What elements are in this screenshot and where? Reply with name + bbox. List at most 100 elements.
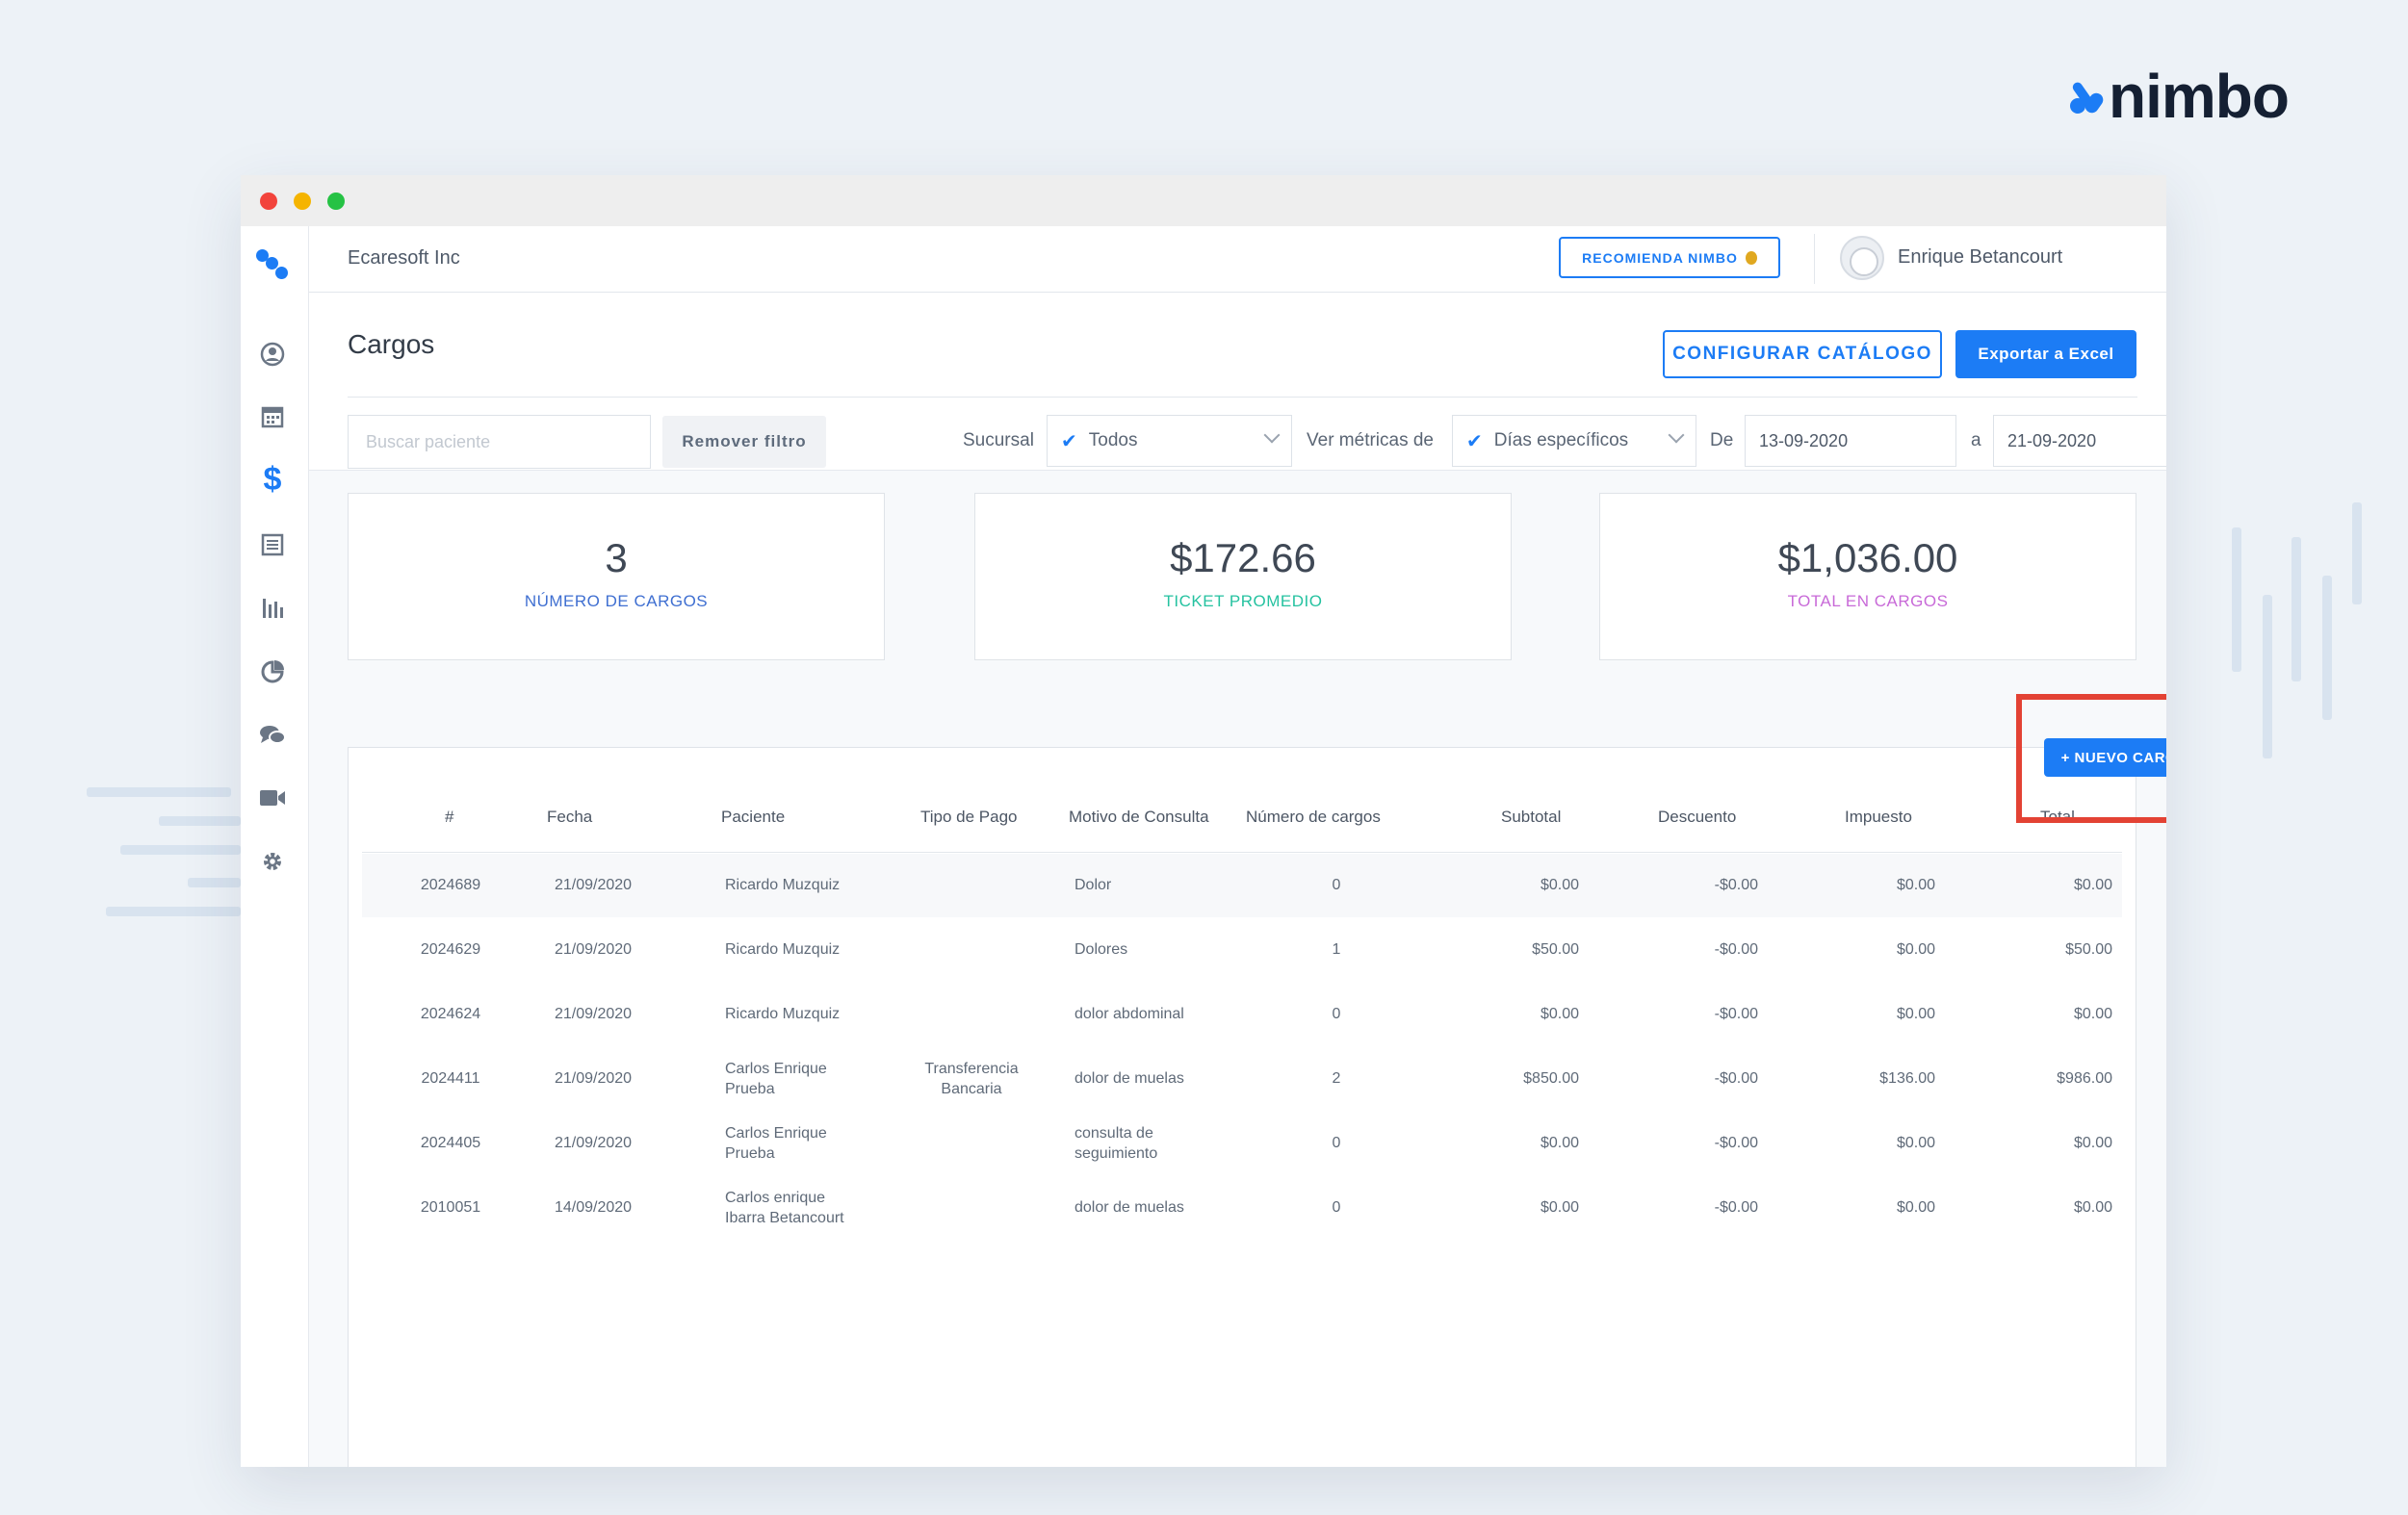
cell-descuento: -$0.00: [1714, 877, 1758, 893]
column-header[interactable]: Motivo de Consulta: [1069, 808, 1209, 826]
branch-select[interactable]: ✔ Todos: [1047, 415, 1292, 467]
branch-label: Sucursal: [963, 430, 1034, 450]
decor-line: [2352, 502, 2362, 604]
cell-id: 2024405: [420, 1135, 481, 1151]
cell-id: 2024411: [421, 1070, 480, 1087]
cell-numero: 2: [1332, 1070, 1341, 1087]
pie-chart-icon[interactable]: [256, 655, 289, 687]
cell-numero: 0: [1332, 1199, 1341, 1216]
stat-value: $172.66: [1170, 535, 1316, 580]
cell-id: 2024689: [420, 877, 481, 893]
cell-paciente: Carlos Enrique Prueba: [725, 1125, 827, 1162]
chevron-down-icon: [1668, 426, 1685, 444]
table-row[interactable]: 2010051 14/09/2020 Carlos enrique Ibarra B…: [362, 1176, 2122, 1240]
avatar[interactable]: [1840, 236, 1884, 280]
cell-fecha: 14/09/2020: [554, 1199, 633, 1216]
cell-subtotal: $0.00: [1540, 877, 1579, 893]
cell-paciente: Ricardo Muzquiz: [725, 877, 841, 893]
table-row[interactable]: 2024411 21/09/2020 Carlos Enrique Prueba Tr…: [362, 1047, 2122, 1111]
cell-fecha: 21/09/2020: [554, 941, 633, 958]
page-header: Cargos CONFIGURAR CATÁLOGO Exportar a Ex…: [309, 293, 2166, 471]
recommend-nimbo-button[interactable]: RECOMIENDA NIMBO: [1559, 237, 1780, 278]
column-header[interactable]: Tipo de Pago: [920, 808, 1018, 826]
cell-impuesto: $0.00: [1896, 877, 1935, 893]
cell-fecha: 21/09/2020: [554, 1070, 633, 1087]
cell-paciente: Ricardo Muzquiz: [725, 1006, 841, 1022]
brand-name: nimbo: [2109, 62, 2290, 131]
column-header[interactable]: Impuesto: [1845, 808, 1912, 826]
cell-numero: 0: [1332, 1135, 1341, 1151]
sidebar: $: [241, 226, 309, 1467]
column-header[interactable]: Descuento: [1658, 808, 1737, 826]
cell-total: $0.00: [2073, 1135, 2112, 1151]
column-header[interactable]: Paciente: [721, 808, 786, 826]
list-icon[interactable]: [256, 528, 289, 561]
app-window: $ Ecaresoft Inc RECOMIENDA NIMBO: [241, 175, 2166, 1467]
chat-icon[interactable]: [256, 719, 289, 752]
cell-impuesto: $0.00: [1896, 1135, 1935, 1151]
cell-motivo: consulta de seguimiento: [1075, 1125, 1158, 1162]
remove-filter-button[interactable]: Remover filtro: [662, 416, 826, 468]
cell-descuento: -$0.00: [1714, 1135, 1758, 1151]
cell-numero: 0: [1332, 1006, 1341, 1022]
search-patient-input[interactable]: [348, 415, 651, 469]
column-header[interactable]: #: [445, 808, 454, 826]
stat-card-charges-count: 3 NÚMERO DE CARGOS: [348, 493, 885, 660]
column-header[interactable]: Fecha: [547, 808, 593, 826]
cell-motivo: dolor abdominal: [1075, 1006, 1184, 1022]
medal-icon: [1745, 250, 1757, 265]
cell-fecha: 21/09/2020: [554, 877, 633, 893]
window-titlebar: [241, 175, 2166, 226]
calendar-icon[interactable]: [256, 400, 289, 433]
gear-icon[interactable]: [256, 845, 289, 878]
cell-subtotal: $0.00: [1540, 1006, 1579, 1022]
export-excel-button[interactable]: Exportar a Excel: [1955, 330, 2136, 378]
table-row[interactable]: 2024405 21/09/2020 Carlos Enrique Prueba co…: [362, 1112, 2122, 1175]
table-row[interactable]: 2024624 21/09/2020 Ricardo Muzquiz dolor ab…: [362, 983, 2122, 1046]
decor-line: [188, 878, 241, 887]
new-charge-button[interactable]: + NUEVO CARGO: [2044, 738, 2166, 777]
cell-impuesto: $0.00: [1896, 941, 1935, 958]
divider: [348, 397, 2137, 398]
cell-fecha: 21/09/2020: [554, 1135, 633, 1151]
close-window-button[interactable]: [260, 192, 277, 210]
column-header[interactable]: Subtotal: [1501, 808, 1562, 826]
charges-table: # Fecha Paciente Tipo de Pago Motivo de …: [348, 747, 2136, 1467]
cell-impuesto: $136.00: [1879, 1070, 1935, 1087]
recommend-label: RECOMIENDA NIMBO: [1582, 249, 1738, 266]
maximize-window-button[interactable]: [327, 192, 345, 210]
metrics-select[interactable]: ✔ Días específicos: [1452, 415, 1696, 467]
bar-chart-icon[interactable]: [256, 591, 289, 624]
minimize-window-button[interactable]: [294, 192, 311, 210]
cell-motivo: dolor de muelas: [1075, 1070, 1184, 1087]
user-name[interactable]: Enrique Betancourt: [1898, 246, 2063, 268]
table-row[interactable]: 2024629 21/09/2020 Ricardo Muzquiz Dolores 1…: [362, 918, 2122, 982]
configure-catalog-button[interactable]: CONFIGURAR CATÁLOGO: [1663, 330, 1942, 378]
cell-tipo: Transferencia Bancaria: [924, 1061, 1019, 1097]
cell-descuento: -$0.00: [1714, 1199, 1758, 1216]
table-row[interactable]: 2024689 21/09/2020 Ricardo Muzquiz Dolor 0 $0…: [362, 854, 2122, 917]
dollar-icon[interactable]: $: [263, 460, 282, 498]
stat-label: NÚMERO DE CARGOS: [524, 592, 709, 610]
to-date-field[interactable]: [1993, 415, 2166, 467]
from-date-field[interactable]: [1745, 415, 1956, 467]
decor-line: [120, 845, 241, 855]
table-header: # Fecha Paciente Tipo de Pago Motivo de …: [362, 788, 2122, 853]
column-header[interactable]: Número de cargos: [1246, 808, 1381, 826]
nimbo-mark-icon[interactable]: [256, 247, 289, 280]
cell-descuento: -$0.00: [1714, 1006, 1758, 1022]
user-circle-icon[interactable]: [256, 338, 289, 371]
video-icon[interactable]: [256, 782, 289, 814]
stat-label: TOTAL EN CARGOS: [1787, 592, 1949, 610]
cell-total: $0.00: [2073, 1006, 2112, 1022]
cell-id: 2024629: [420, 941, 481, 958]
decor-line: [159, 816, 241, 826]
decor-line: [2263, 595, 2272, 758]
page-title: Cargos: [348, 329, 435, 359]
stat-label: TICKET PROMEDIO: [1163, 592, 1323, 610]
top-bar: Ecaresoft Inc RECOMIENDA NIMBO Enrique B…: [309, 226, 2166, 293]
cell-total: $0.00: [2073, 877, 2112, 893]
stat-value: $1,036.00: [1777, 535, 1958, 580]
cell-subtotal: $50.00: [1532, 941, 1579, 958]
cell-paciente: Carlos enrique Ibarra Betancourt: [725, 1190, 844, 1226]
